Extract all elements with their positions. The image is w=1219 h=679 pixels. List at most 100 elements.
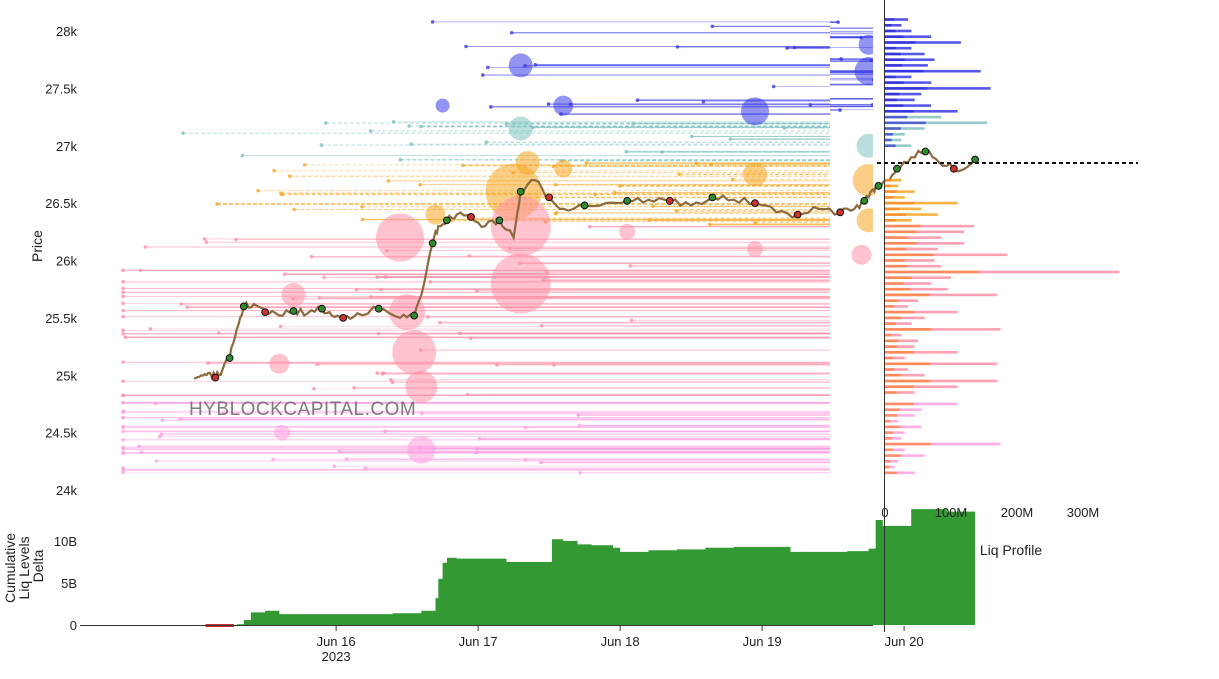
price-tick-label: 26.5k bbox=[45, 196, 77, 211]
delta-y-ticks: 0 5B 10B bbox=[54, 534, 77, 633]
liq-profile-bar bbox=[885, 98, 915, 102]
liq-profile-bar-core bbox=[885, 69, 924, 73]
liq-level-start bbox=[148, 327, 153, 331]
liq-profile-bar bbox=[885, 29, 912, 33]
liq-level-start bbox=[322, 275, 326, 280]
liq-bubble bbox=[274, 424, 291, 441]
liq-profile-bar-core bbox=[885, 270, 979, 274]
buy-marker bbox=[971, 155, 979, 164]
liq-profile-bar bbox=[885, 46, 912, 50]
liq-profile-bar-core bbox=[885, 242, 917, 245]
liq-bubble bbox=[741, 97, 769, 126]
liq-profile-bar-core bbox=[885, 454, 901, 457]
liq-level-start bbox=[121, 294, 125, 299]
liq-profile-bar-core bbox=[885, 414, 897, 417]
price-tick-label: 27k bbox=[56, 139, 77, 154]
liq-level-start bbox=[383, 429, 387, 434]
cumulative-delta-area bbox=[194, 509, 976, 625]
liq-level-start bbox=[278, 324, 283, 329]
liq-profile-bar-core bbox=[885, 356, 893, 360]
liq-bubble bbox=[553, 95, 574, 116]
liq-profile-bar bbox=[885, 299, 918, 302]
liq-level-start bbox=[121, 360, 125, 364]
liq-level-start bbox=[287, 174, 292, 178]
liq-level-start bbox=[375, 371, 380, 375]
liq-level-start bbox=[917, 26, 921, 30]
liq-profile-bar-core bbox=[885, 52, 901, 56]
delta-axis-title: Cumulative Liq Levels Delta bbox=[2, 529, 46, 603]
buy-marker bbox=[516, 187, 525, 196]
liq-profile-bar bbox=[885, 373, 925, 377]
liq-profile-bar bbox=[885, 219, 912, 222]
liq-profile-bar-core bbox=[885, 29, 896, 33]
liq-level-start bbox=[368, 129, 373, 133]
liq-level-start bbox=[710, 24, 715, 29]
liq-level-start bbox=[178, 417, 182, 421]
sell-marker bbox=[339, 313, 348, 322]
liq-profile-bar bbox=[885, 368, 909, 371]
liq-profile-bar bbox=[885, 316, 925, 320]
liq-level-start bbox=[360, 217, 365, 222]
liq-profile-bar bbox=[885, 242, 965, 245]
liq-profile-bar-core bbox=[885, 471, 897, 475]
price-panel: 24k 24.5k 25k 25.5k 26k 26.5k 27k 27.5k 28k Pric… bbox=[29, 20, 979, 498]
liq-level-start bbox=[474, 289, 479, 293]
price-line bbox=[193, 149, 976, 381]
buy-marker bbox=[374, 304, 383, 313]
liq-level-start bbox=[465, 392, 470, 397]
liq-level-start bbox=[689, 134, 694, 139]
liq-level-start bbox=[121, 415, 125, 420]
liq-level-start bbox=[121, 314, 125, 319]
liq-profile-bar bbox=[885, 207, 922, 211]
liq-profile-bar bbox=[885, 41, 961, 44]
liq-profile-bar bbox=[885, 419, 899, 423]
sell-marker bbox=[949, 164, 958, 173]
liq-level-start bbox=[635, 98, 640, 102]
liq-level-start bbox=[121, 451, 125, 456]
profile-tick-label: 200M bbox=[1001, 505, 1034, 520]
liq-profile-bar bbox=[885, 391, 915, 394]
liq-profile-bar bbox=[885, 437, 902, 440]
liq-profile-bar-core bbox=[885, 379, 930, 383]
liq-level-start bbox=[256, 188, 260, 193]
liq-level-start bbox=[337, 449, 342, 454]
liq-profile-bar bbox=[885, 247, 938, 251]
liq-profile-bar-core bbox=[885, 219, 896, 222]
buy-marker bbox=[225, 354, 234, 362]
liq-profile-bar bbox=[885, 52, 925, 56]
liq-bubble bbox=[743, 162, 767, 187]
liq-profile-bar-core bbox=[885, 104, 904, 107]
liq-bubble bbox=[508, 116, 533, 141]
buy-marker bbox=[893, 164, 901, 173]
liq-profile-bar-core bbox=[885, 391, 897, 394]
liq-level-start bbox=[143, 245, 148, 249]
liq-profile-bar-core bbox=[885, 368, 895, 371]
liq-level-start bbox=[468, 336, 473, 341]
liq-profile-bar-core bbox=[885, 287, 911, 291]
liq-profile-bar-core bbox=[885, 293, 930, 297]
liq-level-start bbox=[489, 105, 493, 109]
liq-level-start bbox=[728, 137, 733, 141]
liq-level-start bbox=[123, 335, 128, 340]
liq-level-start bbox=[332, 464, 337, 469]
liq-profile-bar-core bbox=[885, 373, 901, 377]
liq-level-start bbox=[181, 131, 185, 135]
liq-level-start bbox=[407, 124, 411, 128]
liq-level-start bbox=[389, 377, 393, 382]
liq-profile-bar-core bbox=[885, 18, 895, 21]
profile-tick-label: 0 bbox=[881, 505, 888, 520]
liq-level-start bbox=[677, 172, 682, 177]
liq-level-start bbox=[121, 308, 125, 313]
liq-profile-bar bbox=[885, 133, 905, 136]
liq-level-start bbox=[418, 183, 422, 187]
liq-profile-bar-core bbox=[885, 64, 903, 67]
liq-profile-bar bbox=[885, 259, 935, 262]
liq-profile-bar-core bbox=[885, 333, 892, 337]
liq-profile-bar-core bbox=[885, 184, 891, 188]
price-tick-label: 26k bbox=[56, 254, 77, 269]
liq-profile-bar bbox=[885, 431, 905, 434]
liq-profile-bar bbox=[885, 201, 958, 205]
liq-profile-bar-core bbox=[885, 213, 907, 216]
liq-level-start bbox=[419, 411, 424, 416]
